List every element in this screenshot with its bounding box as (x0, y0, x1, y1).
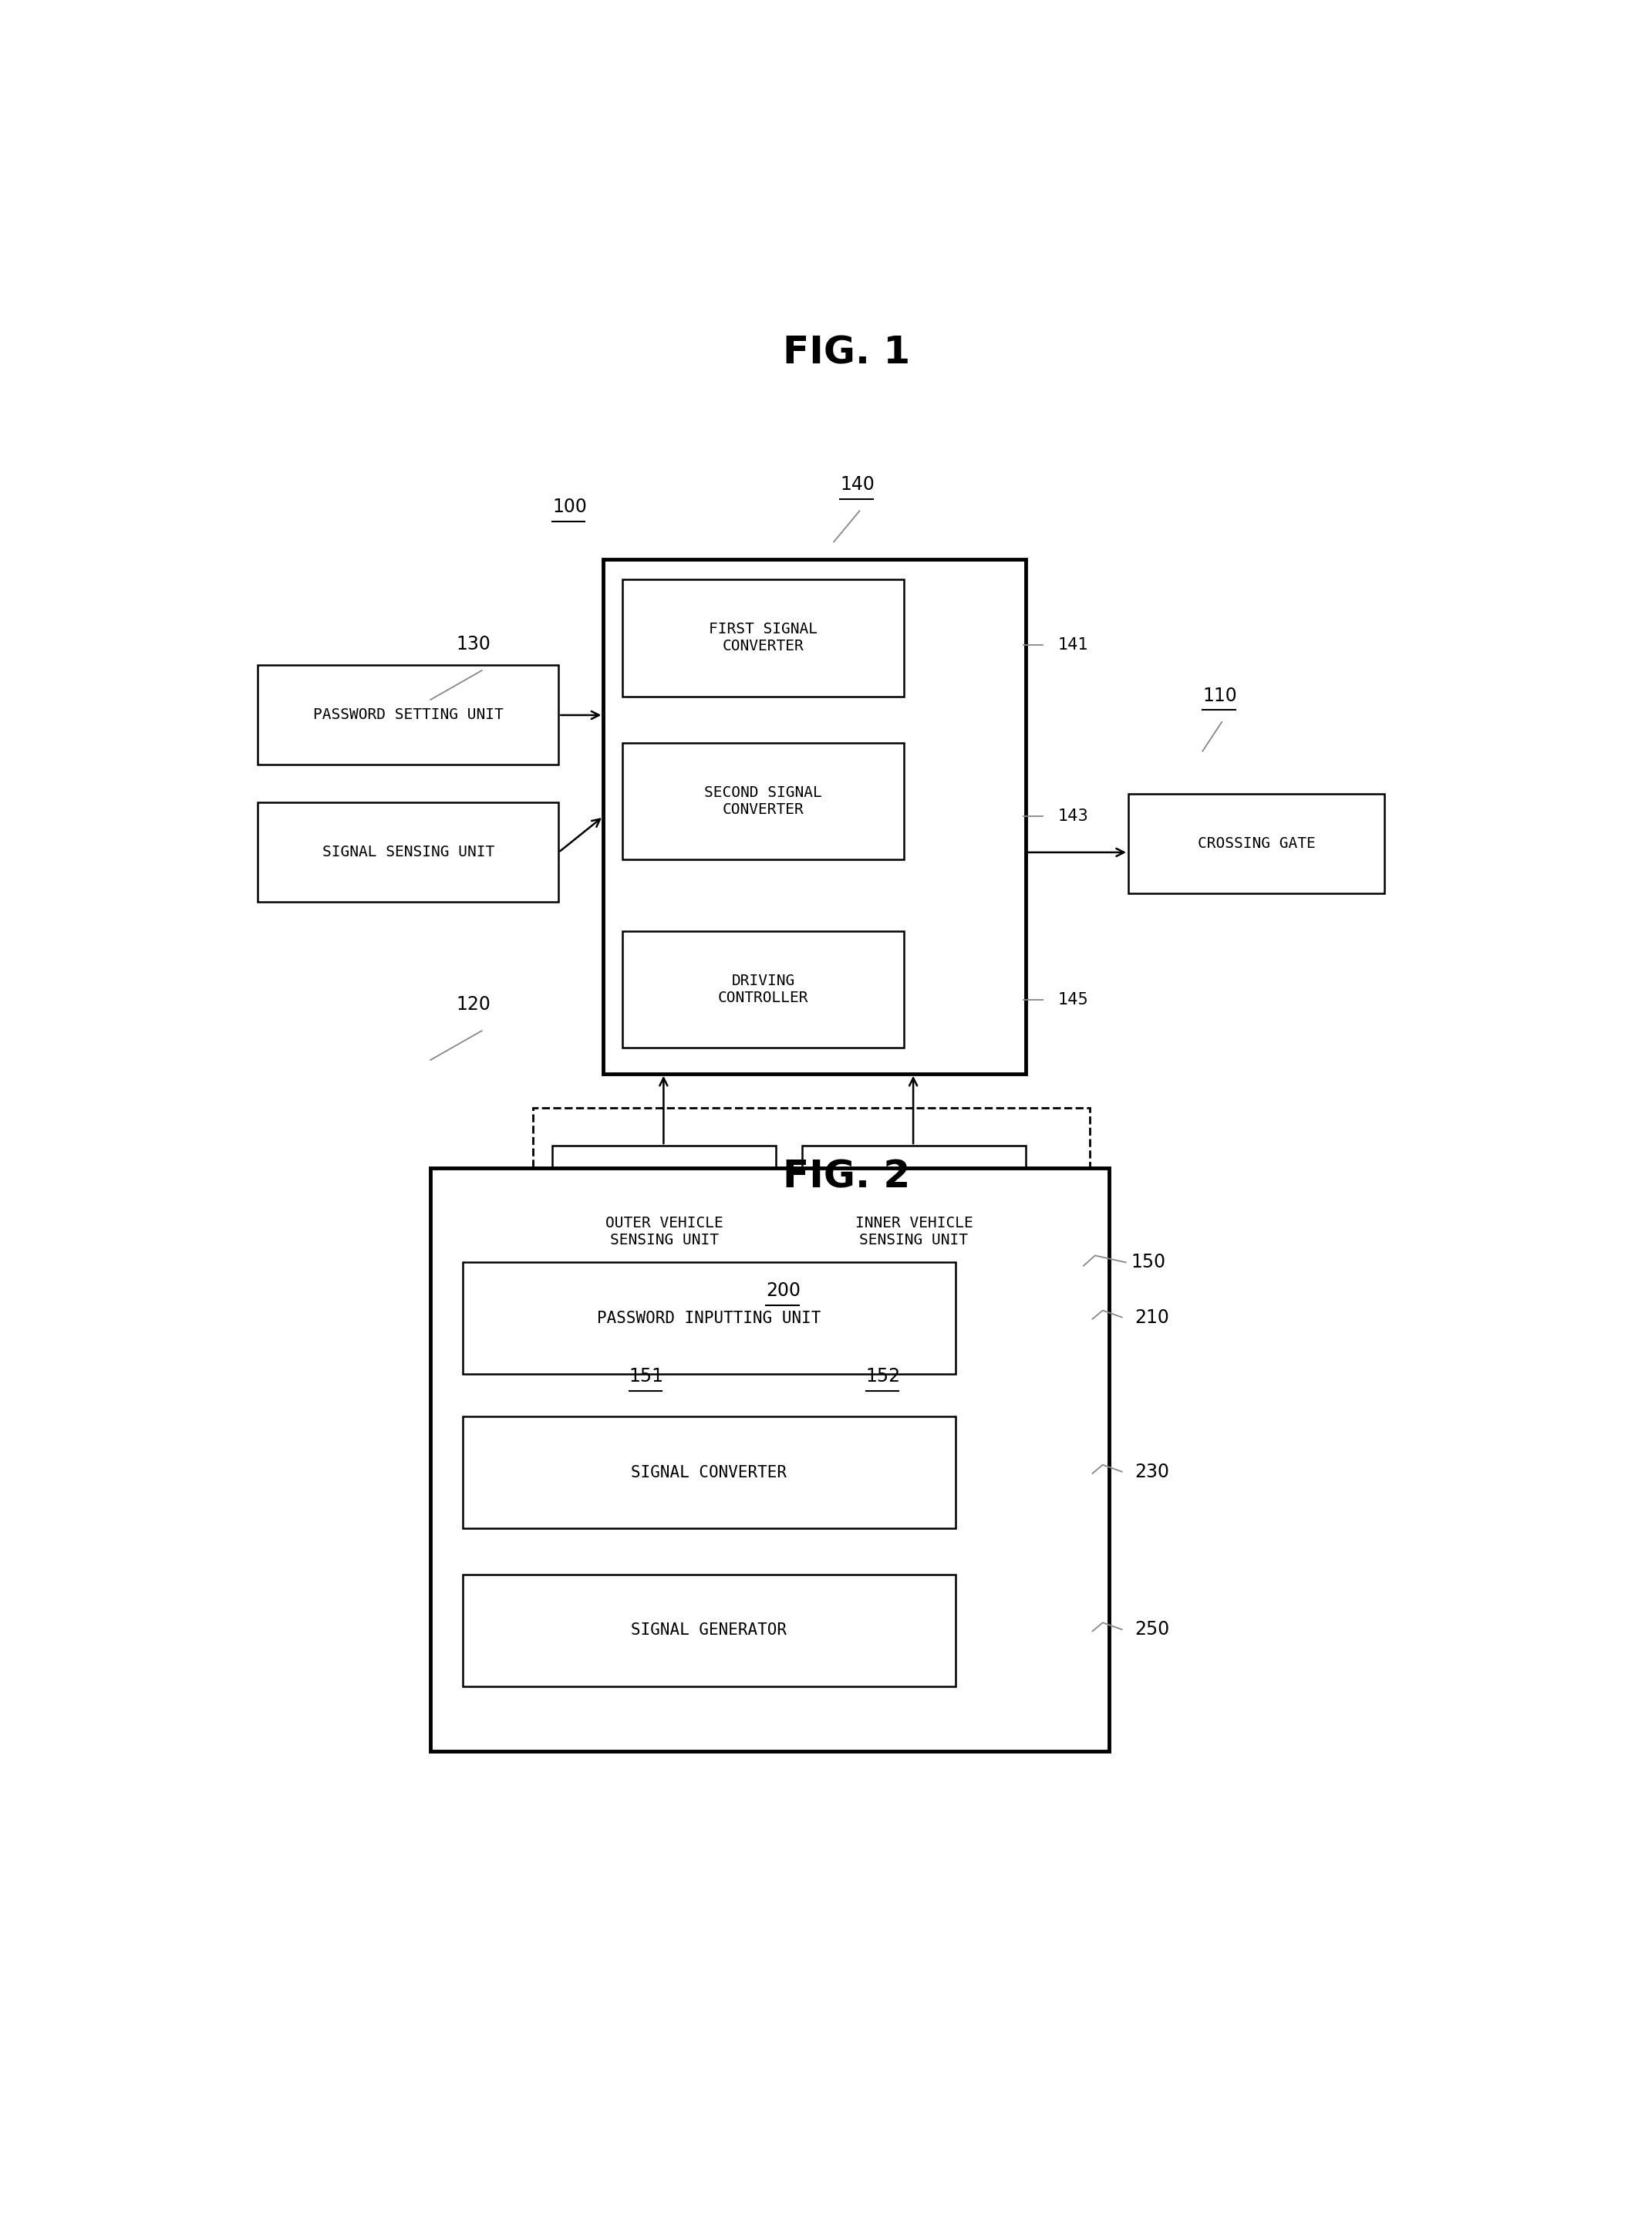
Text: FIG. 2: FIG. 2 (783, 1159, 910, 1194)
Text: 230: 230 (1135, 1462, 1170, 1482)
Text: SIGNAL CONVERTER: SIGNAL CONVERTER (631, 1464, 786, 1479)
Text: SIGNAL GENERATOR: SIGNAL GENERATOR (631, 1622, 786, 1638)
Bar (623, 742, 904, 860)
Bar (623, 579, 904, 695)
Text: 100: 100 (552, 497, 586, 517)
Text: DRIVING
CONTROLLER: DRIVING CONTROLLER (719, 974, 809, 1005)
Bar (801, 1145, 1026, 1317)
Text: 210: 210 (1135, 1308, 1170, 1326)
Text: 143: 143 (1057, 809, 1089, 824)
Bar (463, 1263, 955, 1375)
Bar (463, 1575, 955, 1687)
Bar (258, 802, 558, 902)
Bar (534, 1107, 1090, 1339)
Text: FIG. 1: FIG. 1 (783, 334, 910, 372)
Text: 250: 250 (1135, 1620, 1170, 1640)
Text: SIGNAL SENSING UNIT: SIGNAL SENSING UNIT (322, 844, 494, 860)
Text: INNER VEHICLE
SENSING UNIT: INNER VEHICLE SENSING UNIT (856, 1216, 973, 1248)
Text: 140: 140 (841, 475, 876, 495)
Text: 152: 152 (866, 1368, 900, 1386)
Bar (463, 1417, 955, 1528)
Text: PASSWORD INPUTTING UNIT: PASSWORD INPUTTING UNIT (596, 1310, 821, 1326)
Text: 110: 110 (1203, 686, 1237, 704)
Text: OUTER VEHICLE
SENSING UNIT: OUTER VEHICLE SENSING UNIT (605, 1216, 724, 1248)
Text: 145: 145 (1057, 991, 1089, 1007)
Text: 200: 200 (767, 1281, 801, 1301)
Text: CROSSING GATE: CROSSING GATE (1198, 836, 1315, 851)
Text: PASSWORD SETTING UNIT: PASSWORD SETTING UNIT (312, 709, 504, 722)
Text: SECOND SIGNAL
CONVERTER: SECOND SIGNAL CONVERTER (704, 784, 823, 818)
Text: FIRST SIGNAL
CONVERTER: FIRST SIGNAL CONVERTER (709, 622, 818, 653)
Text: 150: 150 (1132, 1252, 1166, 1272)
Text: 151: 151 (629, 1368, 664, 1386)
Text: 141: 141 (1057, 637, 1089, 653)
Text: 130: 130 (456, 635, 491, 653)
Bar (623, 931, 904, 1047)
Text: 120: 120 (456, 996, 491, 1014)
Bar (603, 559, 1026, 1074)
Bar (1128, 793, 1384, 893)
Bar (431, 1167, 1108, 1751)
Bar (258, 666, 558, 764)
Bar (552, 1145, 776, 1317)
